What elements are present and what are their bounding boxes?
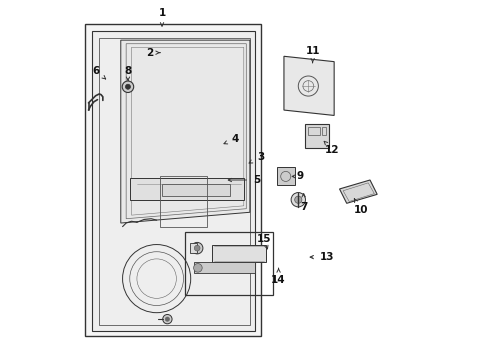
Circle shape [165, 317, 169, 321]
Text: 9: 9 [292, 171, 303, 181]
Text: 6: 6 [92, 66, 105, 79]
Circle shape [125, 84, 130, 89]
Text: 3: 3 [248, 152, 264, 163]
Circle shape [194, 245, 200, 251]
Polygon shape [276, 167, 294, 185]
Polygon shape [284, 56, 333, 116]
Text: 12: 12 [324, 141, 339, 154]
Polygon shape [194, 262, 255, 273]
Text: 11: 11 [305, 46, 319, 63]
Text: 8: 8 [124, 66, 131, 80]
Polygon shape [305, 125, 328, 148]
Text: 14: 14 [271, 268, 285, 285]
Text: 15: 15 [257, 234, 271, 249]
Polygon shape [92, 31, 255, 330]
Circle shape [191, 242, 203, 254]
Text: 10: 10 [353, 199, 367, 216]
Circle shape [163, 315, 172, 324]
Text: 7: 7 [299, 194, 307, 212]
Polygon shape [339, 180, 376, 203]
Circle shape [290, 193, 305, 207]
Text: 4: 4 [224, 134, 239, 144]
Text: 2: 2 [145, 48, 160, 58]
Circle shape [294, 196, 301, 203]
Text: 13: 13 [309, 252, 333, 262]
Polygon shape [212, 244, 265, 262]
Polygon shape [190, 243, 197, 253]
Polygon shape [129, 178, 244, 200]
Text: 5: 5 [228, 175, 260, 185]
Polygon shape [85, 24, 260, 336]
Polygon shape [121, 40, 249, 223]
Bar [185, 232, 273, 295]
Circle shape [193, 264, 202, 272]
Circle shape [122, 81, 133, 93]
Text: 1: 1 [158, 8, 165, 26]
Polygon shape [162, 184, 230, 196]
